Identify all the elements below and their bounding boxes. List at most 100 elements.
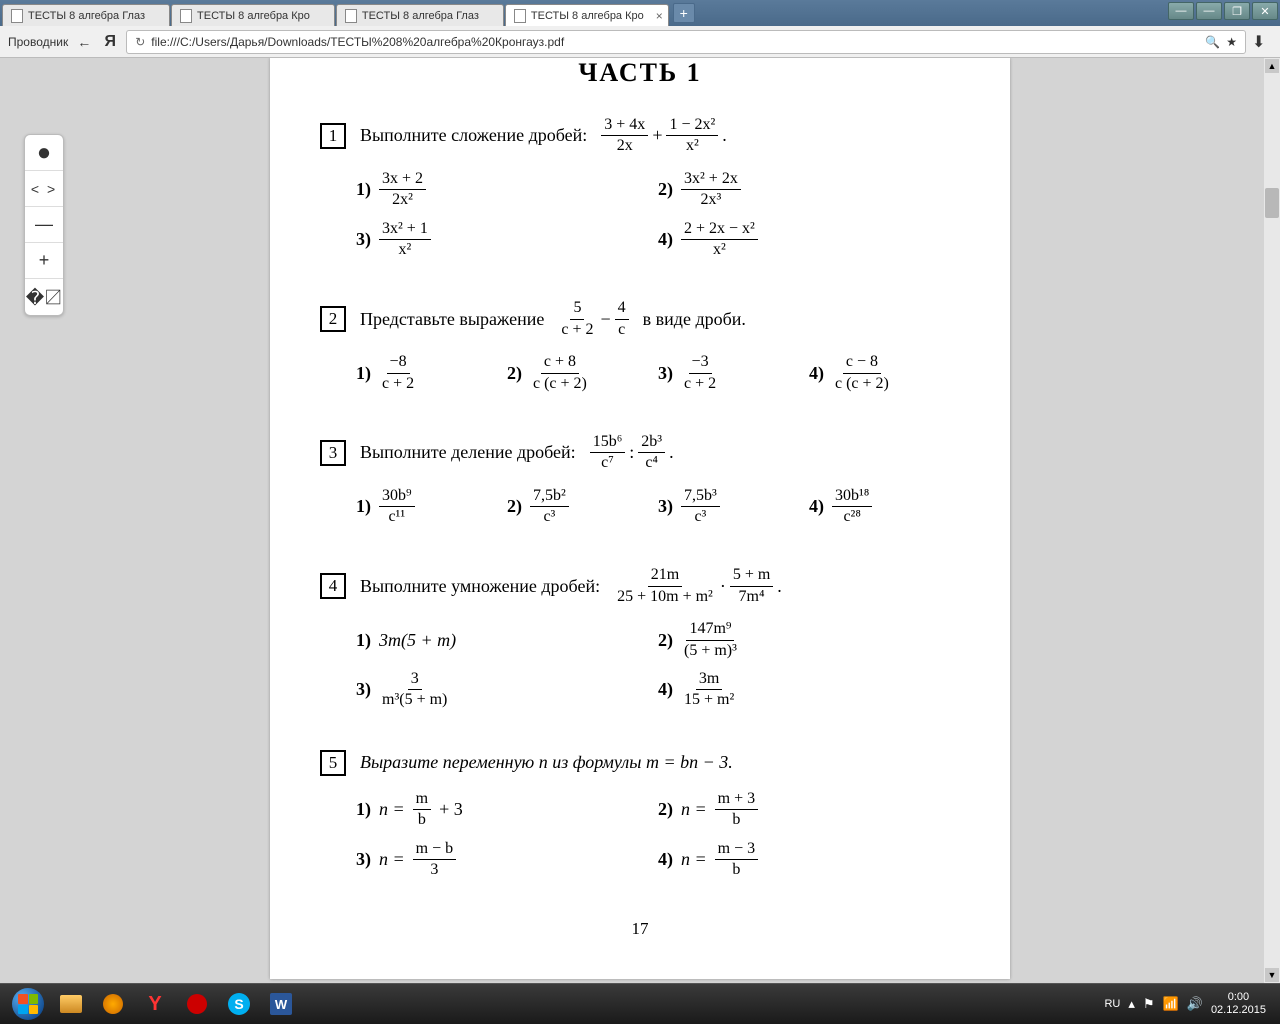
problem-text: Выполните умножение дробей: bbox=[360, 576, 600, 597]
answer-option: 1)n =mb+ 3 bbox=[356, 790, 658, 830]
browser-tabs-bar: ТЕСТЫ 8 алгебра Глаз ТЕСТЫ 8 алгебра Кро… bbox=[0, 0, 1280, 26]
problem-expression: 15b⁶c⁷ : 2b³c⁴ . bbox=[590, 433, 674, 473]
answer-option: 3)n =m − b3 bbox=[356, 840, 658, 880]
window-controls: — — ❐ ✕ bbox=[1168, 2, 1278, 20]
volume-icon[interactable]: 🔊 bbox=[1187, 996, 1203, 1012]
problem-expression: 5c + 2 − 4c bbox=[558, 299, 628, 339]
explorer-taskbar-icon[interactable] bbox=[51, 987, 91, 1021]
problem-3: 3 Выполните деление дробей: 15b⁶c⁷ : 2b³… bbox=[320, 433, 960, 537]
problem-expression: 3 + 4x2x + 1 − 2x²x² . bbox=[601, 116, 727, 156]
problem-text-suffix: в виде дроби. bbox=[643, 309, 746, 330]
problem-text: Представьте выражение bbox=[360, 309, 544, 330]
close-button[interactable]: ✕ bbox=[1252, 2, 1278, 20]
browser-tab[interactable]: ТЕСТЫ 8 алгебра Глаз bbox=[2, 4, 170, 26]
explorer-label: Проводник bbox=[8, 35, 68, 49]
answer-option: 1)−8c + 2 bbox=[356, 353, 507, 393]
url-text: file:///C:/Users/Дарья/Downloads/ТЕСТЫ%2… bbox=[151, 35, 1199, 49]
problem-2: 2 Представьте выражение 5c + 2 − 4c в ви… bbox=[320, 299, 960, 403]
browser-tab-active[interactable]: ТЕСТЫ 8 алгебра Кро × bbox=[505, 4, 669, 26]
page-number: 17 bbox=[320, 919, 960, 939]
word-taskbar-icon[interactable]: W bbox=[261, 987, 301, 1021]
answer-option: 4)30b¹⁸c²⁸ bbox=[809, 487, 960, 527]
zoom-width-button[interactable]: �〼 bbox=[25, 279, 63, 315]
problem-5: 5 Выразите переменную n из формулы m = b… bbox=[320, 750, 960, 890]
yandex-taskbar-icon[interactable]: Y bbox=[135, 987, 175, 1021]
answer-option: 4)3m15 + m² bbox=[658, 670, 960, 710]
problem-4: 4 Выполните умножение дробей: 21m25 + 10… bbox=[320, 566, 960, 719]
start-button[interactable] bbox=[6, 987, 50, 1021]
star-icon[interactable]: ★ bbox=[1226, 35, 1237, 49]
answer-option: 3)3x² + 1x² bbox=[356, 220, 658, 260]
back-button[interactable]: ← bbox=[74, 32, 94, 52]
browser-tab[interactable]: ТЕСТЫ 8 алгебра Глаз bbox=[336, 4, 504, 26]
address-bar: Проводник ← Я ↻ file:///C:/Users/Дарья/D… bbox=[0, 26, 1280, 58]
download-button[interactable]: ⬇ bbox=[1252, 32, 1272, 52]
answer-option: 1)3m(5 + m) bbox=[356, 620, 658, 660]
problem-text: Выполните сложение дробей: bbox=[360, 125, 587, 146]
pdf-viewer: ● < > — + �〼 ЧАСТЬ 1 1 Выполните сложени… bbox=[0, 58, 1280, 983]
tray-lang[interactable]: RU bbox=[1104, 998, 1120, 1010]
file-icon bbox=[11, 9, 23, 23]
maximize-button[interactable]: ❐ bbox=[1224, 2, 1250, 20]
answer-option: 2)3x² + 2x2x³ bbox=[658, 170, 960, 210]
opera-taskbar-icon[interactable] bbox=[177, 987, 217, 1021]
reload-icon[interactable]: ↻ bbox=[135, 35, 145, 49]
answer-option: 3)3m³(5 + m) bbox=[356, 670, 658, 710]
file-icon bbox=[180, 9, 192, 23]
zoom-fit-button[interactable]: ● bbox=[25, 135, 63, 171]
answer-list: 1)3x + 22x² 2)3x² + 2x2x³ 3)3x² + 1x² 4)… bbox=[320, 170, 960, 270]
zoom-nav-button[interactable]: < > bbox=[25, 171, 63, 207]
answer-option: 1)3x + 22x² bbox=[356, 170, 658, 210]
problem-number: 5 bbox=[320, 750, 346, 776]
taskbar: Y S W RU ▴ ⚑ 📶 🔊 0:00 02.12.2015 bbox=[0, 983, 1280, 1024]
answer-option: 2)n =m + 3b bbox=[658, 790, 960, 830]
new-tab-button[interactable]: + bbox=[673, 3, 695, 23]
browser-tab[interactable]: ТЕСТЫ 8 алгебра Кро bbox=[171, 4, 335, 26]
scroll-thumb[interactable] bbox=[1265, 188, 1279, 218]
network-icon[interactable]: 📶 bbox=[1163, 996, 1179, 1012]
problem-text: Выполните деление дробей: bbox=[360, 442, 576, 463]
problem-number: 4 bbox=[320, 573, 346, 599]
zoom-out-button[interactable]: — bbox=[25, 207, 63, 243]
pdf-page: ЧАСТЬ 1 1 Выполните сложение дробей: 3 +… bbox=[270, 58, 1010, 979]
close-icon[interactable]: × bbox=[656, 9, 663, 23]
tab-label: ТЕСТЫ 8 алгебра Глаз bbox=[28, 10, 145, 22]
windows-icon bbox=[12, 988, 44, 1020]
answer-option: 3)7,5b³c³ bbox=[658, 487, 809, 527]
problem-number: 2 bbox=[320, 306, 346, 332]
yandex-button[interactable]: Я bbox=[100, 32, 120, 52]
tray-arrow-icon[interactable]: ▴ bbox=[1128, 996, 1135, 1012]
answer-option: 4)2 + 2x − x²x² bbox=[658, 220, 960, 260]
skype-taskbar-icon[interactable]: S bbox=[219, 987, 259, 1021]
tray-clock[interactable]: 0:00 02.12.2015 bbox=[1211, 991, 1266, 1017]
answer-option: 4)c − 8c (c + 2) bbox=[809, 353, 960, 393]
flag-icon[interactable]: ⚑ bbox=[1143, 996, 1155, 1012]
answer-option: 2)147m⁹(5 + m)³ bbox=[658, 620, 960, 660]
problem-number: 3 bbox=[320, 440, 346, 466]
media-taskbar-icon[interactable] bbox=[93, 987, 133, 1021]
zoom-in-button[interactable]: + bbox=[25, 243, 63, 279]
scroll-up-button[interactable]: ▲ bbox=[1265, 59, 1279, 73]
answer-list: 1)30b⁹c¹¹ 2)7,5b²c³ 3)7,5b³c³ 4)30b¹⁸c²⁸ bbox=[320, 487, 960, 537]
scroll-down-button[interactable]: ▼ bbox=[1265, 968, 1279, 982]
file-icon bbox=[345, 9, 357, 23]
answer-list: 1)n =mb+ 3 2)n =m + 3b 3)n =m − b3 4)n =… bbox=[320, 790, 960, 890]
minimize2-button[interactable]: — bbox=[1196, 2, 1222, 20]
answer-option: 2)7,5b²c³ bbox=[507, 487, 658, 527]
page-title: ЧАСТЬ 1 bbox=[320, 58, 960, 88]
scrollbar[interactable]: ▲ ▼ bbox=[1264, 58, 1280, 983]
problem-1: 1 Выполните сложение дробей: 3 + 4x2x + … bbox=[320, 116, 960, 269]
problem-text: Выразите переменную n из формулы m = bn … bbox=[360, 752, 733, 773]
system-tray: RU ▴ ⚑ 📶 🔊 0:00 02.12.2015 bbox=[1104, 991, 1274, 1017]
url-input[interactable]: ↻ file:///C:/Users/Дарья/Downloads/ТЕСТЫ… bbox=[126, 30, 1246, 54]
answer-option: 3)−3c + 2 bbox=[658, 353, 809, 393]
zoom-icon[interactable]: 🔍 bbox=[1205, 35, 1220, 49]
answer-list: 1)−8c + 2 2)c + 8c (c + 2) 3)−3c + 2 4)c… bbox=[320, 353, 960, 403]
problem-expression: 21m25 + 10m + m² · 5 + m7m⁴ . bbox=[614, 566, 782, 606]
tab-label: ТЕСТЫ 8 алгебра Глаз bbox=[362, 10, 479, 22]
minimize-button[interactable]: — bbox=[1168, 2, 1194, 20]
problem-number: 1 bbox=[320, 123, 346, 149]
zoom-panel: ● < > — + �〼 bbox=[24, 134, 64, 316]
tab-label: ТЕСТЫ 8 алгебра Кро bbox=[531, 10, 644, 22]
tab-label: ТЕСТЫ 8 алгебра Кро bbox=[197, 10, 310, 22]
